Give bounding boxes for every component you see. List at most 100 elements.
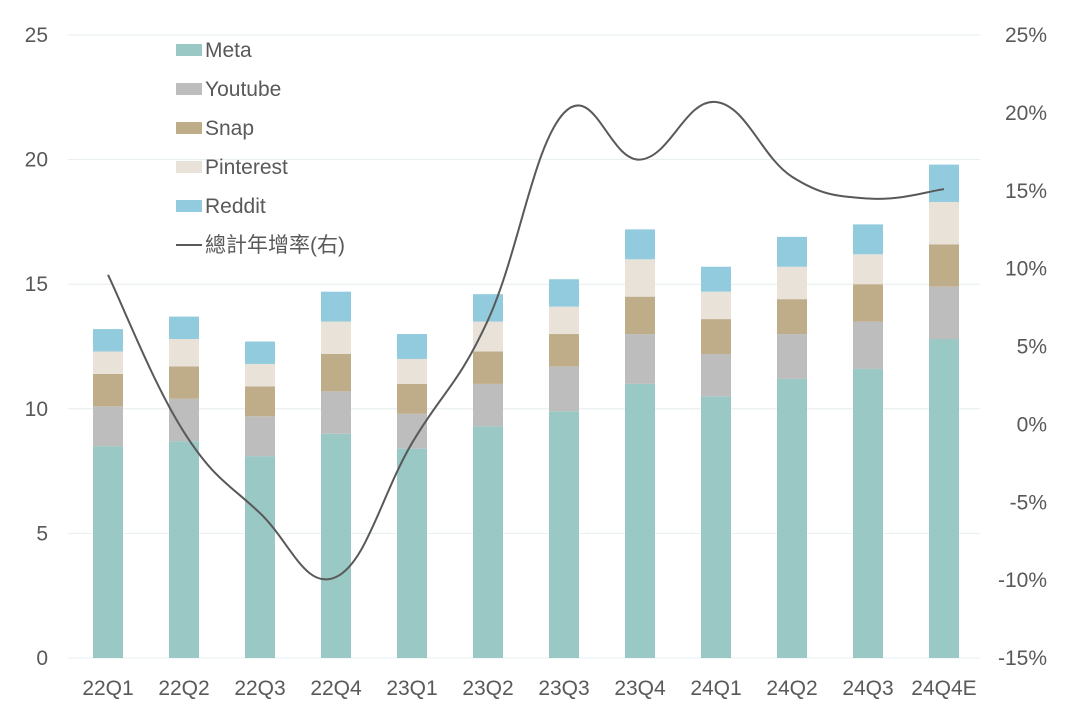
bar-reddit-22q1 — [93, 329, 123, 352]
bar-pinterest-23q2 — [473, 321, 503, 352]
x-tick-label: 22Q2 — [158, 677, 209, 700]
bar-youtube-24q1 — [701, 353, 731, 397]
legend-label: Pinterest — [205, 156, 288, 179]
growth-line — [107, 100, 945, 581]
gridlines — [68, 34, 980, 659]
bar-meta-23q2 — [473, 426, 503, 658]
y-tick-label: 15 — [25, 273, 48, 296]
bar-youtube-22q2 — [169, 398, 199, 442]
bar-reddit-24q1 — [701, 266, 731, 292]
bar-meta-24q2 — [777, 378, 807, 658]
line-series-total-yoy — [107, 100, 945, 581]
x-tick-label: 24Q4E — [911, 677, 976, 700]
bar-pinterest-24q1 — [701, 291, 731, 320]
bar-snap-23q1 — [397, 383, 427, 414]
bar-youtube-24q2 — [777, 334, 807, 379]
legend-swatch-snap — [176, 122, 202, 134]
legend-label: Reddit — [205, 195, 266, 218]
y2-tick-label: 5% — [1017, 336, 1047, 359]
bars — [93, 164, 959, 658]
bar-meta-23q3 — [549, 411, 579, 658]
x-tick-label: 24Q3 — [842, 677, 893, 700]
y2-tick-label: -5% — [1010, 491, 1047, 514]
bar-meta-22q4 — [321, 433, 351, 658]
y-tick-label: 0 — [36, 647, 48, 670]
x-tick-label: 24Q1 — [690, 677, 741, 700]
bar-pinterest-24q2 — [777, 266, 807, 300]
legend-label: Meta — [205, 39, 252, 62]
bar-pinterest-23q3 — [549, 306, 579, 335]
bar-meta-23q4 — [625, 383, 655, 658]
y2-tick-label: 20% — [1005, 102, 1047, 125]
y2-tick-label: 25% — [1005, 24, 1047, 47]
bar-pinterest-22q2 — [169, 339, 199, 367]
y-tick-label: 20 — [25, 149, 48, 172]
bar-youtube-22q4 — [321, 391, 351, 434]
bar-pinterest-22q3 — [245, 363, 275, 387]
legend-swatch-youtube — [176, 83, 202, 95]
bar-pinterest-23q4 — [625, 259, 655, 297]
y-tick-label: 5 — [36, 522, 48, 545]
bar-snap-23q2 — [473, 351, 503, 384]
bar-youtube-24q3 — [853, 321, 883, 369]
bar-pinterest-22q1 — [93, 351, 123, 374]
bar-snap-23q4 — [625, 296, 655, 335]
y2-tick-label: 0% — [1017, 413, 1047, 436]
y2-tick-label: -10% — [998, 569, 1047, 592]
y-tick-label: 25 — [25, 24, 48, 47]
bar-reddit-22q3 — [245, 341, 275, 364]
bar-snap-24q3 — [853, 284, 883, 322]
bar-meta-22q2 — [169, 441, 199, 658]
bar-pinterest-22q4 — [321, 321, 351, 354]
bar-reddit-23q2 — [473, 294, 503, 322]
bar-pinterest-24q4e — [929, 201, 959, 245]
x-tick-label: 24Q2 — [766, 677, 817, 700]
y-axis-left: 0 5 10 15 20 25 — [25, 24, 48, 670]
bar-snap-22q1 — [93, 373, 123, 407]
bar-pinterest-23q1 — [397, 358, 427, 384]
bar-reddit-23q1 — [397, 334, 427, 359]
legend-label: Youtube — [205, 78, 281, 101]
y-tick-label: 10 — [25, 398, 48, 421]
bar-reddit-23q3 — [549, 279, 579, 307]
bar-reddit-23q4 — [625, 229, 655, 260]
bar-snap-22q2 — [169, 366, 199, 399]
legend-label: 總計年增率(右) — [205, 234, 345, 257]
bar-reddit-22q2 — [169, 316, 199, 340]
legend-label: Snap — [205, 117, 254, 140]
legend-swatch-meta — [176, 44, 202, 56]
bar-reddit-24q3 — [853, 224, 883, 255]
x-tick-label: 22Q3 — [234, 677, 285, 700]
x-tick-label: 23Q3 — [538, 677, 589, 700]
legend: Meta Youtube Snap Pinterest Reddit 總計年增率(右) — [176, 39, 345, 257]
y2-tick-label: -15% — [998, 647, 1047, 670]
x-tick-label: 22Q4 — [310, 677, 362, 700]
bar-youtube-24q4e — [929, 286, 959, 340]
bar-meta-22q3 — [245, 456, 275, 658]
x-tick-label: 23Q2 — [462, 677, 513, 700]
bar-meta-24q4e — [929, 339, 959, 658]
bar-snap-24q1 — [701, 319, 731, 354]
bar-youtube-22q1 — [93, 406, 123, 447]
legend-swatch-pinterest — [176, 161, 202, 173]
bar-snap-23q3 — [549, 334, 579, 367]
legend-swatch-reddit — [176, 200, 202, 212]
bar-reddit-24q2 — [777, 236, 807, 267]
bar-pinterest-24q3 — [853, 254, 883, 285]
x-tick-label: 22Q1 — [82, 677, 133, 700]
y2-tick-label: 10% — [1005, 258, 1047, 281]
bar-meta-22q1 — [93, 446, 123, 658]
bar-meta-24q3 — [853, 368, 883, 658]
x-tick-label: 23Q1 — [386, 677, 437, 700]
y-axis-right: -15% -10% -5% 0% 5% 10% 15% 20% 25% — [998, 24, 1047, 670]
bar-snap-24q2 — [777, 299, 807, 335]
bar-snap-24q4e — [929, 244, 959, 287]
x-tick-label: 23Q4 — [614, 677, 666, 700]
bar-youtube-23q2 — [473, 383, 503, 427]
bar-meta-23q1 — [397, 448, 427, 658]
bar-reddit-22q4 — [321, 291, 351, 322]
y2-tick-label: 15% — [1005, 180, 1047, 203]
bar-snap-22q4 — [321, 353, 351, 392]
bar-youtube-22q3 — [245, 416, 275, 457]
